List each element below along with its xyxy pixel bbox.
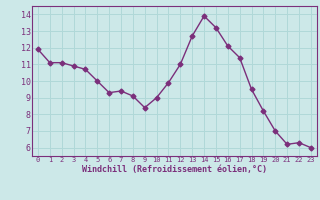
X-axis label: Windchill (Refroidissement éolien,°C): Windchill (Refroidissement éolien,°C): [82, 165, 267, 174]
